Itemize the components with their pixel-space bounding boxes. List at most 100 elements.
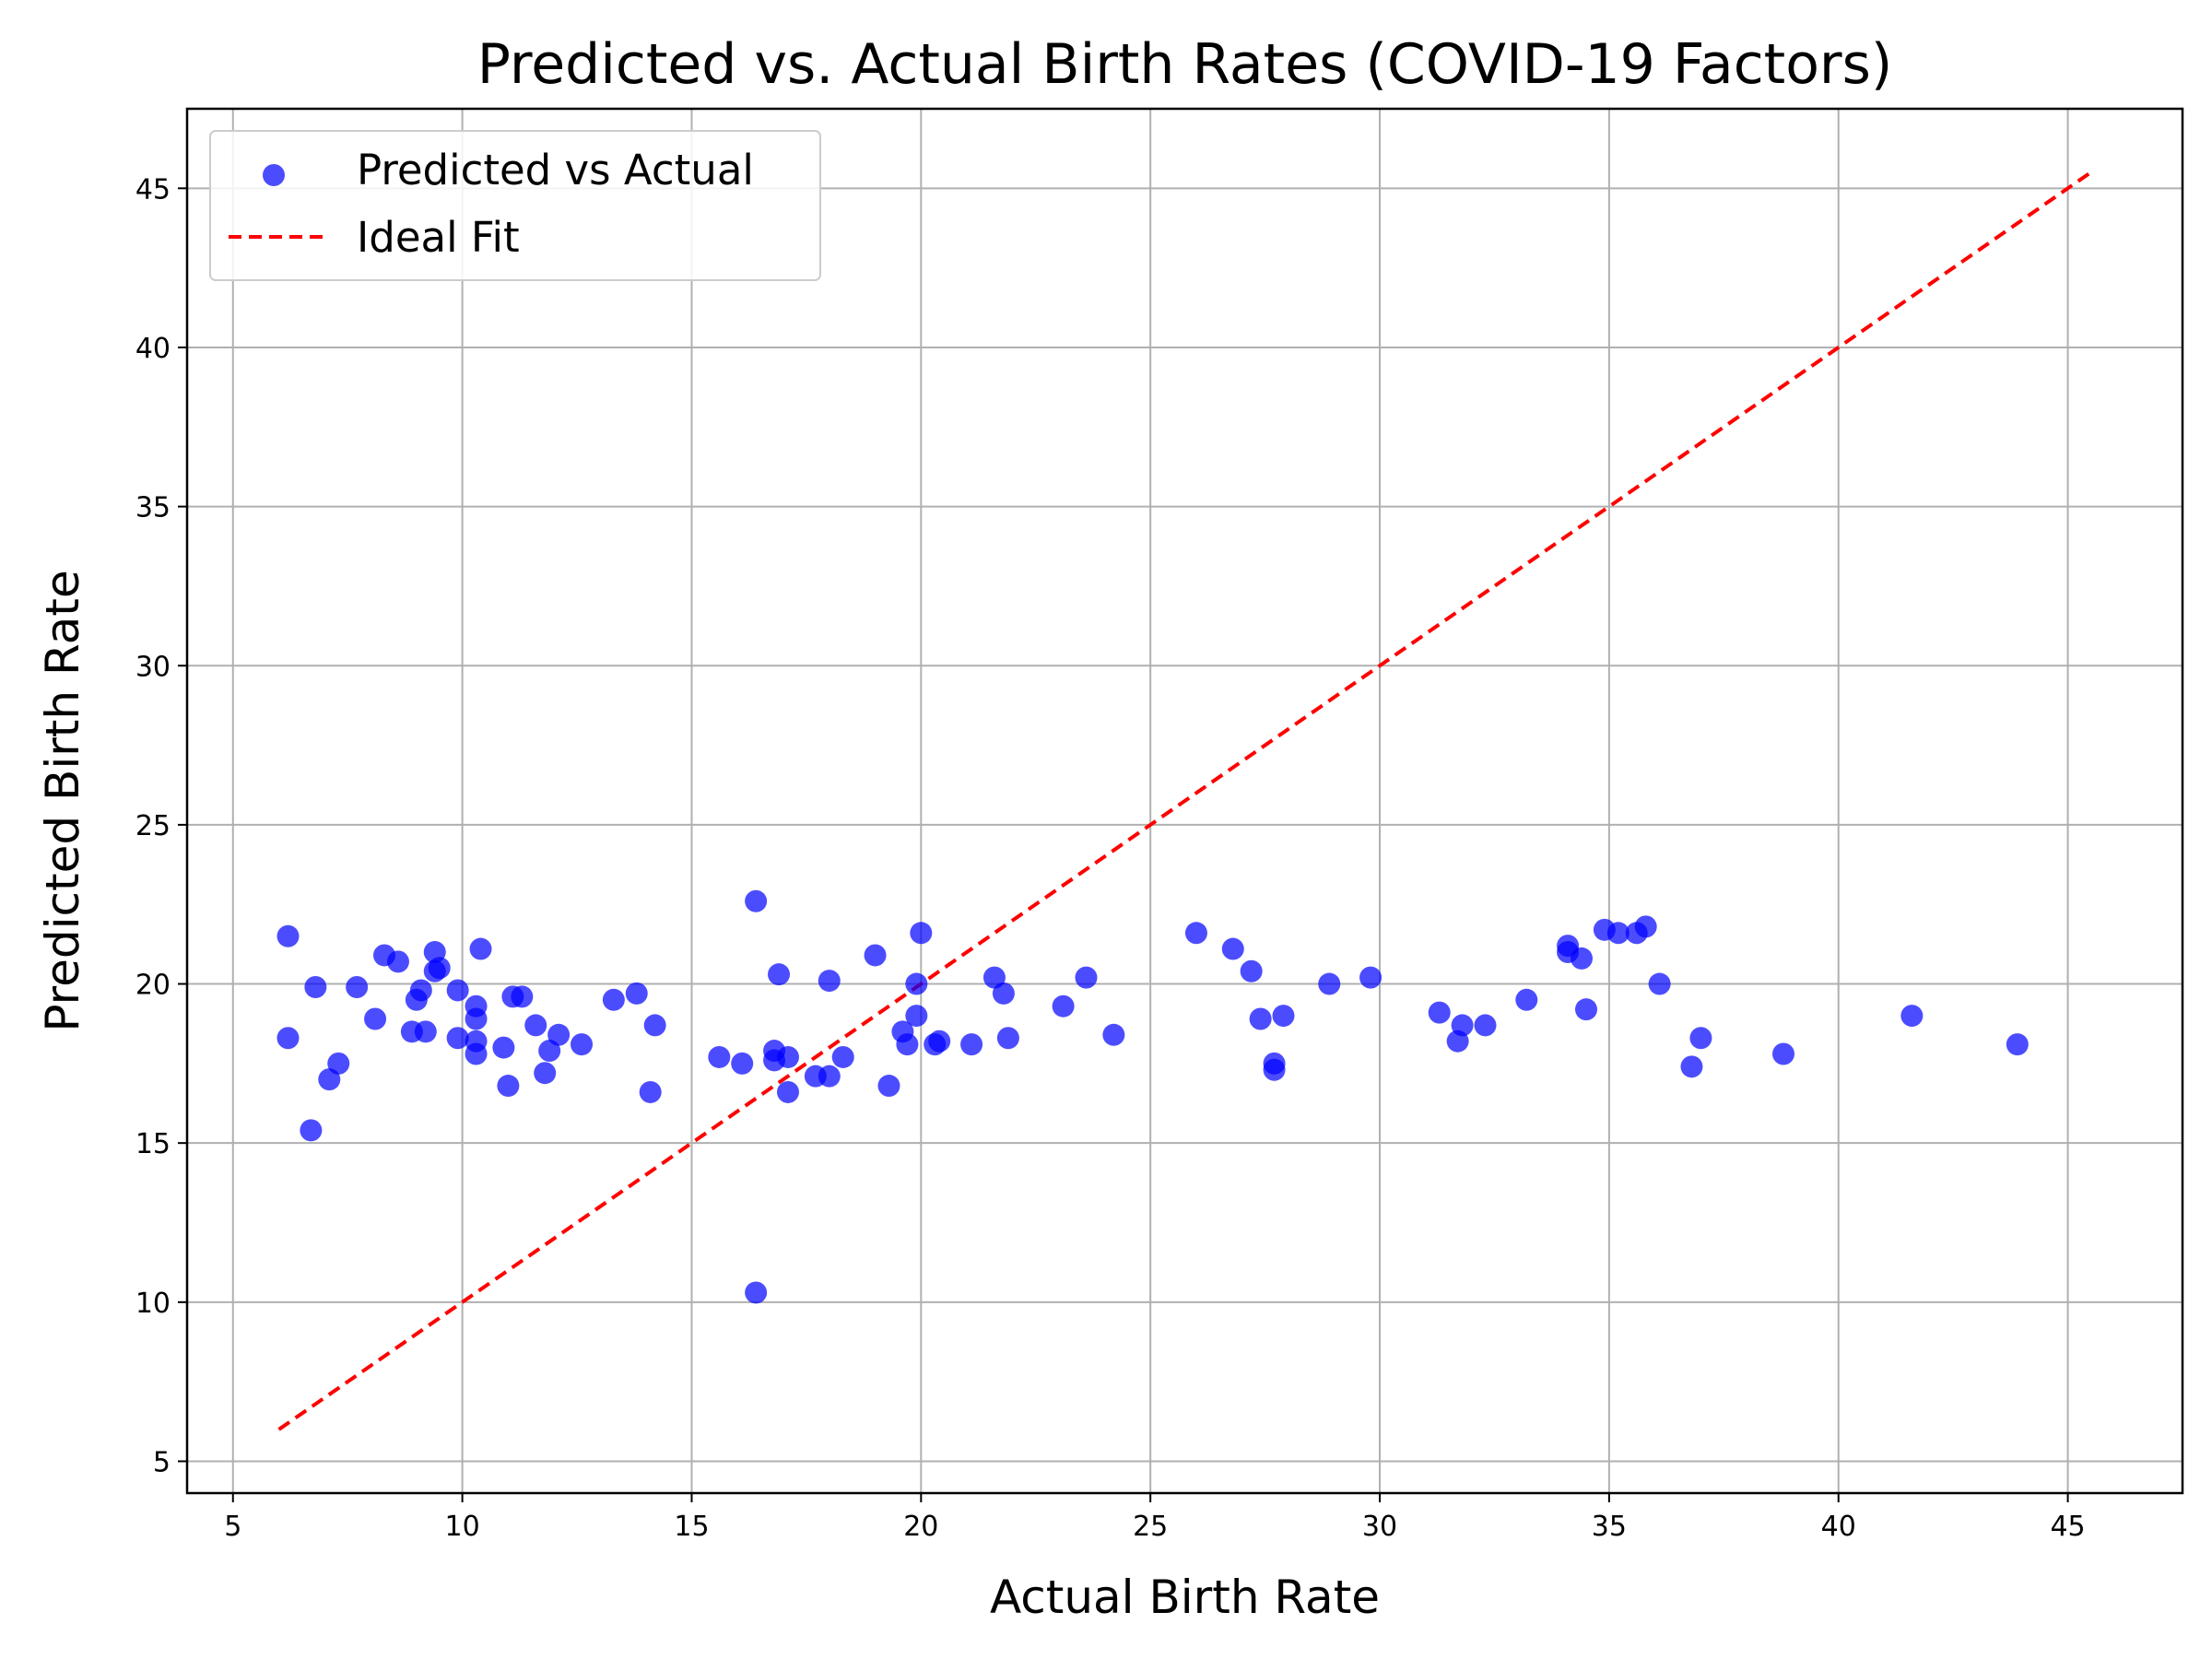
legend-marker-scatter [263, 164, 285, 186]
data-point [1574, 998, 1597, 1021]
data-point [1571, 947, 1594, 970]
data-point [960, 1033, 983, 1056]
data-point [465, 1042, 488, 1065]
data-point [511, 985, 534, 1008]
data-point [1634, 915, 1657, 938]
y-tick-label: 35 [135, 492, 171, 524]
data-point [818, 970, 841, 993]
data-point [905, 1005, 928, 1028]
data-point [428, 957, 451, 980]
data-point [1515, 988, 1538, 1011]
x-tick-label: 40 [1821, 1511, 1856, 1543]
data-point [708, 1045, 731, 1068]
x-tick-label: 20 [903, 1511, 938, 1543]
data-point [625, 982, 648, 1005]
data-point [996, 1027, 1019, 1050]
data-point [639, 1080, 662, 1103]
data-point [414, 1020, 437, 1043]
data-point [446, 1027, 469, 1050]
data-point [864, 944, 887, 967]
data-point [276, 924, 300, 947]
data-point [831, 1045, 854, 1068]
data-point [364, 1007, 387, 1030]
data-point [768, 963, 791, 986]
data-point [300, 1119, 323, 1142]
legend-label-line: Ideal Fit [357, 213, 520, 262]
data-point [497, 1075, 520, 1098]
data-point [1680, 1055, 1703, 1078]
data-point [602, 988, 625, 1011]
ticks: 5 10 15 20 25 30 35 40 45 5 10 15 20 25 30 35 40 45 [135, 173, 2086, 1543]
data-point [1900, 1005, 1924, 1028]
data-point [731, 1052, 754, 1075]
points-layer [276, 889, 2029, 1304]
data-point [1102, 1023, 1125, 1046]
x-tick-label: 30 [1362, 1511, 1397, 1543]
data-point [1263, 1058, 1286, 1081]
data-point [1428, 1001, 1451, 1024]
data-point [776, 1080, 799, 1103]
data-point [877, 1075, 900, 1098]
data-point [745, 1281, 768, 1304]
data-point [745, 889, 768, 912]
x-tick-label: 10 [445, 1511, 480, 1543]
data-point [446, 979, 469, 1002]
y-tick-label: 10 [135, 1288, 171, 1320]
x-tick-label: 5 [224, 1511, 241, 1543]
data-point [776, 1045, 799, 1068]
y-tick-label: 5 [153, 1446, 171, 1478]
data-point [1359, 966, 1382, 989]
data-point [1240, 959, 1263, 982]
ideal-fit-layer [277, 171, 2092, 1431]
y-tick-label: 40 [135, 333, 171, 365]
data-point [346, 975, 369, 998]
grid [187, 109, 2183, 1493]
x-tick-label: 15 [674, 1511, 709, 1543]
data-point [818, 1065, 841, 1088]
data-point [534, 1062, 557, 1085]
legend-label-scatter: Predicted vs Actual [357, 146, 754, 194]
data-point [1318, 972, 1341, 995]
data-point [2006, 1033, 2029, 1056]
data-point [469, 937, 492, 960]
data-point [910, 922, 933, 945]
data-point [276, 1027, 300, 1050]
data-point [465, 1007, 488, 1030]
data-point [409, 979, 432, 1002]
data-point [1052, 994, 1075, 1018]
data-point [1606, 922, 1630, 945]
data-point [524, 1014, 547, 1037]
y-tick-label: 25 [135, 810, 171, 842]
y-tick-label: 20 [135, 970, 171, 1002]
data-point [1184, 922, 1207, 945]
data-point [386, 950, 409, 973]
data-point [928, 1030, 951, 1053]
data-point [304, 975, 327, 998]
data-point [1075, 966, 1098, 989]
data-point [1474, 1014, 1497, 1037]
ideal-fit-line [277, 171, 2092, 1431]
data-point [1648, 972, 1671, 995]
y-tick-label: 45 [135, 173, 171, 206]
legend-box [209, 130, 821, 281]
x-axis-label: Actual Birth Rate [990, 1571, 1380, 1624]
data-point [896, 1033, 919, 1056]
data-point [1221, 937, 1244, 960]
x-tick-label: 45 [2050, 1511, 2085, 1543]
data-point [992, 982, 1015, 1005]
data-point [1272, 1005, 1295, 1028]
data-point [492, 1036, 515, 1059]
plot-frame [185, 107, 2184, 1495]
y-axis-label: Predicted Birth Rate [36, 570, 89, 1031]
data-point [905, 972, 928, 995]
data-point [547, 1023, 571, 1046]
legend: Predicted vs Actual Ideal Fit [209, 130, 821, 281]
data-point [1249, 1007, 1272, 1030]
x-tick-label: 35 [1592, 1511, 1627, 1543]
data-point [1689, 1027, 1712, 1050]
data-point [571, 1033, 594, 1056]
data-point [1451, 1014, 1474, 1037]
chart-title: Predicted vs. Actual Birth Rates (COVID-… [477, 32, 1893, 97]
